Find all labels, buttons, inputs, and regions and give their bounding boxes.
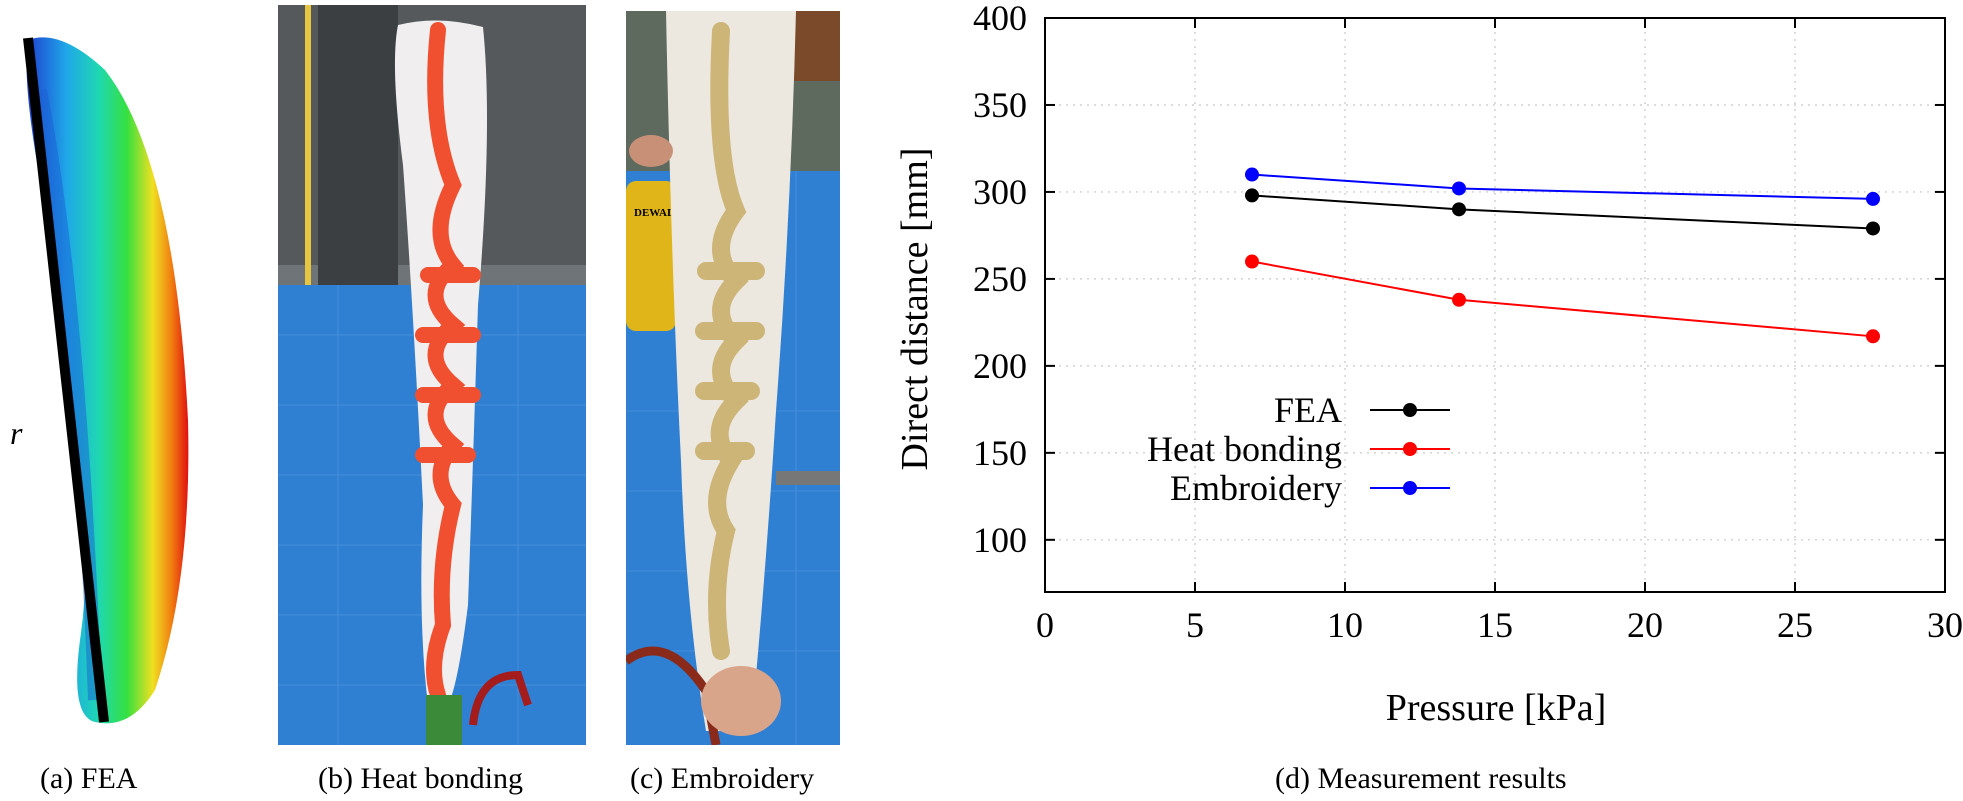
y-tick-label: 400 <box>973 0 1027 38</box>
axes: 0 5 10 15 20 25 30 100 150 200 250 300 350 400 <box>973 0 1963 645</box>
legend-marker <box>1403 481 1417 495</box>
x-tick-label: 10 <box>1327 605 1363 645</box>
dewalt-brand-text: DEWALT <box>634 207 681 219</box>
legend-label-fea: FEA <box>1274 390 1342 430</box>
x-tick-label: 20 <box>1627 605 1663 645</box>
y-tick-label: 100 <box>973 520 1027 560</box>
series-line-fea <box>1251 194 1874 230</box>
fea-radius-line <box>23 37 109 723</box>
x-tick-label: 25 <box>1777 605 1813 645</box>
embroidered-actuator <box>666 11 796 731</box>
photo-heat-bonding <box>278 5 586 745</box>
y-tick-label: 250 <box>973 259 1027 299</box>
series-line-heat-bonding <box>1251 260 1874 338</box>
x-tick-label: 0 <box>1036 605 1054 645</box>
series-line-embroidery <box>1251 173 1874 200</box>
fea-body <box>26 37 189 724</box>
series-group <box>1245 167 1880 344</box>
x-tick-label: 30 <box>1927 605 1963 645</box>
legend-label-embroidery: Embroidery <box>1170 468 1342 508</box>
data-point-embroidery <box>1866 191 1880 206</box>
caption-b: (b) Heat bonding <box>318 762 523 795</box>
data-point-fea <box>1245 188 1259 203</box>
caption-a: (a) FEA <box>40 762 138 795</box>
grid-lines <box>1045 18 1945 592</box>
data-point-embroidery <box>1245 167 1259 182</box>
panel-a-fea: r (a) FEA <box>0 0 200 801</box>
y-axis-label: Direct distance [mm] <box>894 148 936 471</box>
y-tick-label: 150 <box>973 433 1027 473</box>
x-axis-label: Pressure [kPa] <box>1386 687 1607 729</box>
y-tick-label: 200 <box>973 346 1027 386</box>
caption-d: (d) Measurement results <box>1275 762 1567 795</box>
data-point-heat-bonding <box>1452 292 1466 307</box>
x-tick-label: 15 <box>1477 605 1513 645</box>
data-point-heat-bonding <box>1866 329 1880 344</box>
data-point-fea <box>1452 202 1466 217</box>
y-tick-label: 350 <box>973 85 1027 125</box>
radius-label: r <box>10 415 23 451</box>
photo-embroidery: DEWALT <box>626 11 840 745</box>
data-point-fea <box>1866 221 1880 236</box>
y-tick-label: 300 <box>973 172 1027 212</box>
fea-deformation-image <box>23 37 189 724</box>
data-point-heat-bonding <box>1245 254 1259 269</box>
data-point-embroidery <box>1452 181 1466 196</box>
plot-frame <box>1044 17 1946 593</box>
x-tick-label: 5 <box>1186 605 1204 645</box>
legend-label-heat-bonding: Heat bonding <box>1147 429 1342 469</box>
caption-c: (c) Embroidery <box>630 762 815 795</box>
legend-marker <box>1403 442 1417 456</box>
legend-marker <box>1403 403 1417 417</box>
